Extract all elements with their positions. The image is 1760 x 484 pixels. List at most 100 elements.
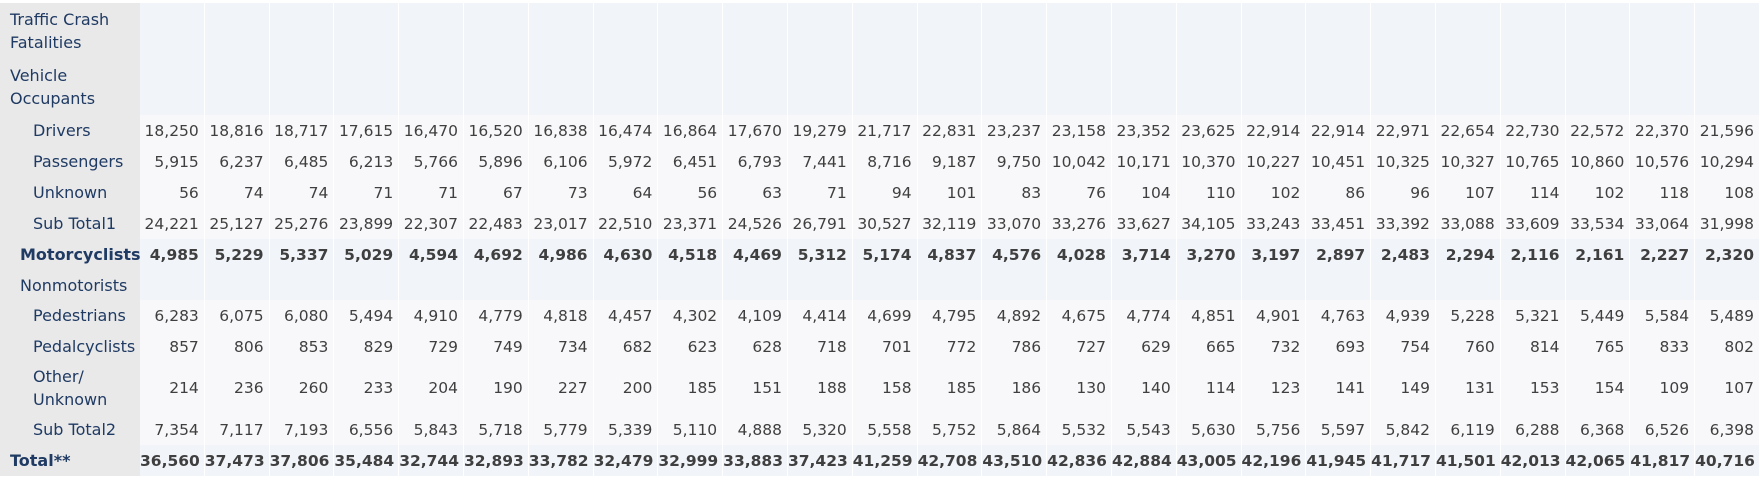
table-cell: 33,088 (1435, 208, 1501, 239)
table-cell: 2,897 (1306, 239, 1372, 270)
table-cell: 86 (1306, 177, 1372, 208)
table-cell: 186 (982, 362, 1048, 414)
table-cell: 158 (852, 362, 918, 414)
table-cell: 102 (1241, 177, 1307, 208)
table-cell: 5,339 (593, 414, 659, 445)
table-cell: 5,915 (140, 146, 205, 177)
table-cell: 4,414 (787, 300, 853, 331)
table-cell: 149 (1371, 362, 1436, 414)
table-cell: 41,817 (1630, 445, 1696, 476)
table-cell: 727 (1047, 331, 1112, 362)
table-cell: 5,321 (1500, 300, 1566, 331)
table-cell: 110 (1176, 177, 1242, 208)
table-cell: 802 (1695, 331, 1760, 362)
row-label: Nonmotorists (0, 270, 140, 300)
table-cell: 5,543 (1111, 414, 1177, 445)
table-row: Sub Total1 24,221 25,127 25,276 23,899 22,307… (0, 208, 1760, 239)
empty-cell (1630, 270, 1696, 300)
table-cell: 10,327 (1435, 146, 1501, 177)
table-cell: 23,371 (658, 208, 724, 239)
table-cell: 33,070 (982, 208, 1048, 239)
table-cell: 23,352 (1111, 115, 1177, 146)
table-cell: 22,483 (463, 208, 529, 239)
table-row: Passengers 5,915 6,237 6,485 6,213 5,766 5,896… (0, 146, 1760, 177)
table-cell: 40,716 (1695, 445, 1760, 476)
table-cell: 141 (1306, 362, 1372, 414)
empty-cell (1371, 59, 1436, 115)
empty-cell (787, 3, 853, 59)
table-cell: 9,187 (917, 146, 983, 177)
table-cell: 23,899 (334, 208, 400, 239)
empty-cell (917, 3, 983, 59)
empty-cell (399, 3, 464, 59)
empty-cell (204, 270, 270, 300)
table-cell: 34,105 (1176, 208, 1242, 239)
table-cell: 188 (787, 362, 853, 414)
table-cell: 33,276 (1047, 208, 1112, 239)
table-cell: 64 (593, 177, 659, 208)
table-cell: 4,774 (1111, 300, 1177, 331)
table-cell: 42,196 (1241, 445, 1307, 476)
table-cell: 33,451 (1306, 208, 1372, 239)
table-cell: 76 (1047, 177, 1112, 208)
empty-cell (723, 270, 788, 300)
table-cell: 16,838 (528, 115, 594, 146)
table-cell: 6,485 (269, 146, 335, 177)
empty-cell (982, 59, 1048, 115)
table-cell: 33,534 (1565, 208, 1631, 239)
table-cell: 2,483 (1371, 239, 1436, 270)
table-cell: 732 (1241, 331, 1307, 362)
table-row: Nonmotorists (0, 270, 1760, 300)
table-cell: 185 (658, 362, 724, 414)
table-cell: 4,576 (982, 239, 1048, 270)
empty-cell (1241, 59, 1307, 115)
empty-cell (1630, 59, 1696, 115)
table-cell: 749 (463, 331, 529, 362)
table-cell: 4,888 (723, 414, 788, 445)
table-cell: 31,998 (1695, 208, 1760, 239)
table-cell: 5,843 (399, 414, 464, 445)
empty-cell (1500, 3, 1566, 59)
table-cell: 7,193 (269, 414, 335, 445)
empty-cell (1306, 59, 1372, 115)
empty-cell (334, 3, 400, 59)
table-cell: 4,939 (1371, 300, 1436, 331)
table-row: Unknown 56 74 74 71 71 67 73 64 56 63 71 94 101 83 76 10… (0, 177, 1760, 208)
table-cell: 96 (1371, 177, 1436, 208)
row-label: Sub Total1 (0, 208, 140, 239)
empty-cell (1176, 270, 1242, 300)
table-cell: 35,484 (334, 445, 400, 476)
table-cell: 814 (1500, 331, 1566, 362)
empty-cell (982, 3, 1048, 59)
table-cell: 43,005 (1176, 445, 1242, 476)
table-cell: 32,893 (463, 445, 529, 476)
empty-cell (1047, 59, 1112, 115)
table-cell: 56 (140, 177, 205, 208)
table-cell: 18,250 (140, 115, 205, 146)
table-cell: 190 (463, 362, 529, 414)
empty-cell (463, 59, 529, 115)
empty-cell (723, 3, 788, 59)
table-cell: 10,325 (1371, 146, 1436, 177)
table-cell: 682 (593, 331, 659, 362)
table-cell: 33,064 (1630, 208, 1696, 239)
table-cell: 71 (399, 177, 464, 208)
empty-cell (917, 270, 983, 300)
table-cell: 42,884 (1111, 445, 1177, 476)
table-cell: 33,782 (528, 445, 594, 476)
table-cell: 4,763 (1306, 300, 1372, 331)
empty-cell (852, 3, 918, 59)
empty-cell (1047, 270, 1112, 300)
table-cell: 5,584 (1630, 300, 1696, 331)
table-cell: 5,842 (1371, 414, 1436, 445)
table-cell: 6,556 (334, 414, 400, 445)
empty-cell (399, 270, 464, 300)
table-cell: 4,892 (982, 300, 1048, 331)
table-cell: 25,127 (204, 208, 270, 239)
table-cell: 5,029 (334, 239, 400, 270)
table-cell: 4,028 (1047, 239, 1112, 270)
table-cell: 5,896 (463, 146, 529, 177)
table-cell: 32,999 (658, 445, 724, 476)
empty-cell (528, 3, 594, 59)
table-cell: 33,609 (1500, 208, 1566, 239)
